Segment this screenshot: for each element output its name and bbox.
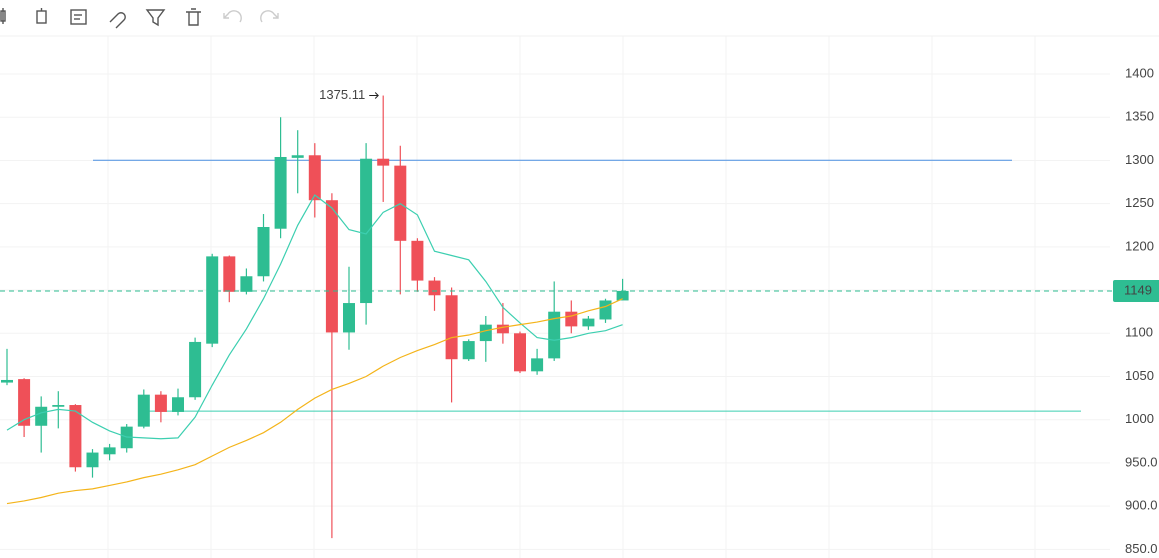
candle-body — [137, 394, 150, 427]
y-tick-label: 1000 — [1125, 411, 1154, 426]
y-tick-label: 1200 — [1125, 238, 1154, 253]
y-tick-label: 950.0 — [1125, 454, 1158, 469]
candle-body — [616, 290, 629, 301]
tool-edit[interactable] — [70, 9, 87, 25]
candle-body — [548, 311, 561, 359]
candle-body — [445, 295, 458, 360]
tool-redo[interactable] — [260, 10, 279, 23]
tool-filter[interactable] — [145, 9, 166, 27]
candle-body — [52, 405, 65, 407]
y-tick-label: 1300 — [1125, 152, 1154, 167]
candle-body — [514, 333, 526, 372]
candle-body — [343, 303, 355, 333]
tool-magnet[interactable] — [109, 12, 126, 29]
candle-body — [582, 318, 595, 327]
candle-body — [103, 447, 116, 455]
candle-body — [18, 379, 31, 426]
last-price-box — [1113, 279, 1159, 302]
y-tick-label: 1250 — [1125, 195, 1154, 210]
candle-body — [69, 405, 82, 468]
high-annotation: 1375.11 — [319, 87, 365, 102]
moving-average-line — [6, 298, 623, 505]
tool-candles[interactable] — [0, 8, 6, 24]
tool-delete-one[interactable] — [36, 8, 47, 24]
candle-body — [360, 158, 373, 304]
last-price-label: 1149 — [1124, 282, 1152, 297]
tool-trash[interactable] — [186, 8, 201, 26]
candle-body — [189, 341, 202, 398]
annotation-arrow — [369, 92, 379, 99]
candle-body — [86, 452, 99, 468]
candle-body — [428, 280, 441, 296]
toolbar — [0, 8, 279, 29]
tool-undo[interactable] — [223, 10, 242, 23]
y-tick-label: 1100 — [1125, 325, 1153, 340]
candle-body — [172, 397, 184, 412]
candle-body — [377, 158, 390, 166]
candle-body — [257, 226, 270, 277]
candle-body — [531, 358, 544, 372]
candle-body — [496, 324, 509, 334]
candle-body — [462, 341, 475, 360]
moving-average-line — [6, 194, 623, 440]
y-tick-label: 900.0 — [1125, 498, 1158, 513]
candle-body — [565, 311, 578, 327]
y-tick-label: 1350 — [1125, 109, 1154, 124]
candle-body — [308, 155, 321, 201]
candle-body — [479, 324, 492, 342]
y-tick-label: 1400 — [1125, 65, 1154, 80]
y-tick-label: 1050 — [1125, 368, 1154, 383]
candle-body — [1, 379, 13, 383]
candle-body — [206, 256, 219, 344]
candle-body — [240, 276, 253, 292]
candle-body — [223, 256, 236, 292]
candle-body — [325, 200, 338, 333]
y-tick-label: 850.0 — [1125, 541, 1158, 556]
candle-body — [35, 406, 48, 426]
candle-body — [154, 394, 167, 412]
candle-body — [274, 156, 287, 229]
candle-body — [599, 300, 612, 320]
candle-body — [411, 240, 424, 281]
candle-body — [291, 155, 304, 158]
